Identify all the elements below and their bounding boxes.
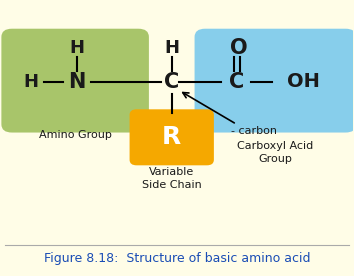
Text: H: H [164,39,179,57]
Text: C: C [164,72,179,92]
FancyBboxPatch shape [195,29,354,132]
Text: Carboxyl Acid
Group: Carboxyl Acid Group [237,141,314,164]
Text: Amino Group: Amino Group [39,130,112,140]
Text: Figure 8.18:  Structure of basic amino acid: Figure 8.18: Structure of basic amino ac… [44,252,310,265]
Text: C: C [229,72,244,92]
Text: H: H [69,39,84,57]
Text: H: H [24,73,39,91]
Text: O: O [230,38,247,58]
Text: N: N [68,72,86,92]
Text: - carbon: - carbon [231,126,277,136]
FancyBboxPatch shape [1,29,149,132]
Text: Variable
Side Chain: Variable Side Chain [142,167,202,190]
FancyBboxPatch shape [130,109,214,165]
Text: OH: OH [287,73,320,91]
Text: R: R [162,125,181,149]
